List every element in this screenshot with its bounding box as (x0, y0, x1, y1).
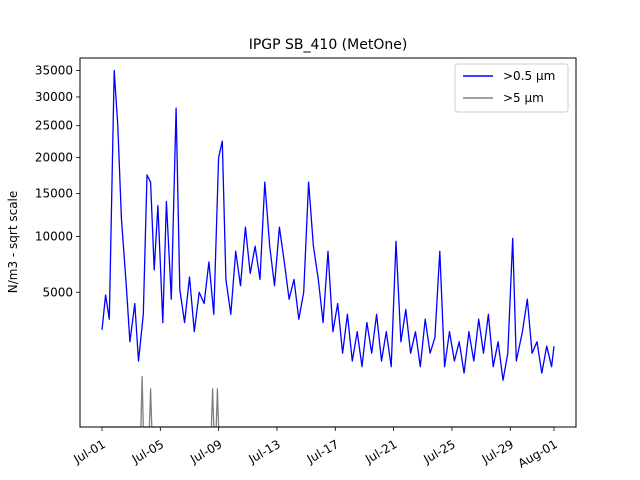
y-tick-label: 30000 (35, 90, 73, 104)
y-axis: 5000 10000 15000 20000 25000 30000 35000 (35, 64, 80, 299)
legend-label-5um: >5 µm (503, 91, 544, 105)
plot-frame (79, 57, 577, 428)
y-tick-label: 5000 (42, 285, 73, 299)
y-tick-label: 10000 (35, 229, 73, 243)
y-tick-label: 15000 (35, 187, 73, 201)
y-tick-label: 35000 (35, 64, 73, 78)
y-tick-label: 25000 (35, 119, 73, 133)
legend-label-05um: >0.5 µm (503, 69, 555, 83)
y-axis-label: N/m3 - sqrt scale (6, 191, 20, 294)
chart-title: IPGP SB_410 (MetOne) (249, 37, 408, 53)
legend: >0.5 µm >5 µm (454, 63, 569, 113)
plot-area (79, 57, 577, 428)
series-line-0 (101, 69, 555, 381)
y-tick-label: 20000 (35, 151, 73, 165)
